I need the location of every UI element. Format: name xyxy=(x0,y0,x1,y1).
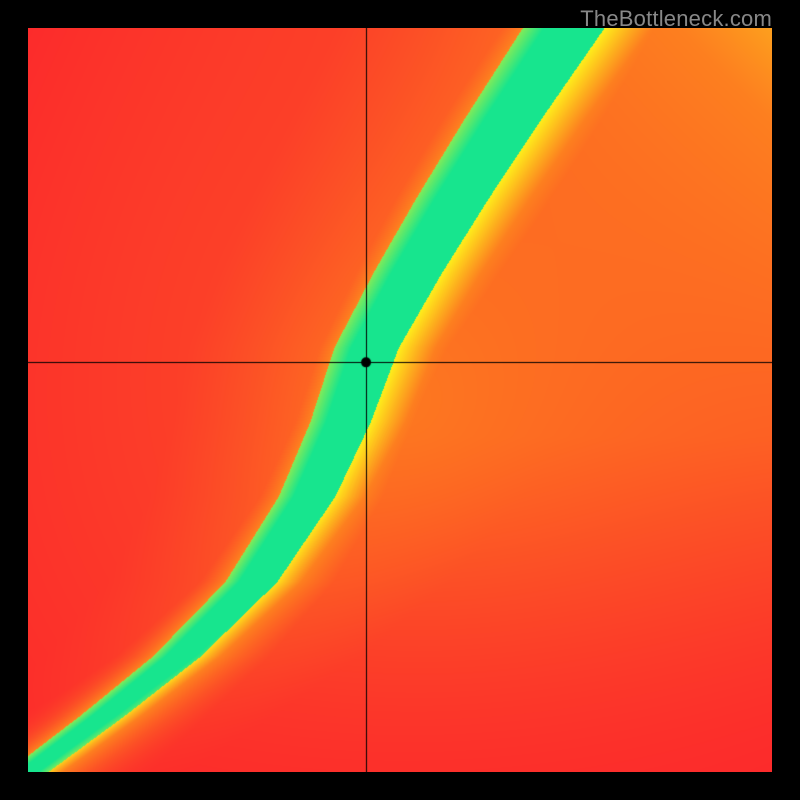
chart-container: TheBottleneck.com xyxy=(0,0,800,800)
heatmap-canvas xyxy=(28,28,772,772)
watermark-text: TheBottleneck.com xyxy=(580,6,772,32)
